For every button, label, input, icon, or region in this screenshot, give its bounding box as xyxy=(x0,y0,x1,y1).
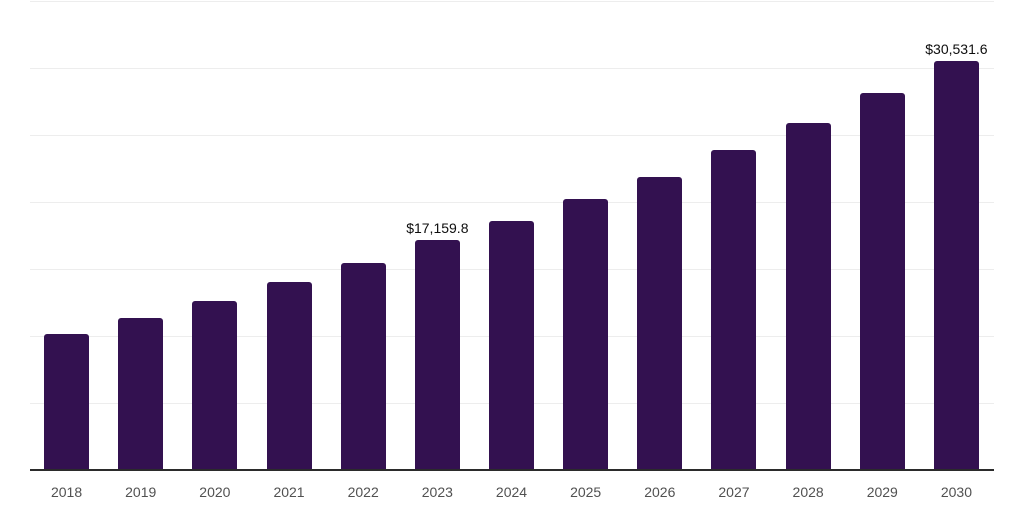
x-tick-label-2021: 2021 xyxy=(273,484,305,500)
x-axis-line xyxy=(29,469,994,471)
bar-2022 xyxy=(340,262,386,470)
bar-2027 xyxy=(711,150,757,470)
x-tick-label-2027: 2027 xyxy=(718,484,750,500)
x-tick-label-2025: 2025 xyxy=(570,484,602,500)
bar-2029 xyxy=(859,92,905,470)
gridline-30000 xyxy=(29,68,994,69)
x-tick-label-2023: 2023 xyxy=(421,484,453,500)
x-tick-label-2026: 2026 xyxy=(644,484,676,500)
x-tick-label-2018: 2018 xyxy=(50,484,83,500)
bar-2026 xyxy=(637,176,683,470)
value-label-2030: $30,531.6 xyxy=(925,40,988,57)
x-tick-label-2024: 2024 xyxy=(495,484,528,500)
x-tick-label-2022: 2022 xyxy=(347,484,379,500)
bar-2023 xyxy=(414,240,460,470)
x-tick-label-2020: 2020 xyxy=(199,484,231,500)
x-tick-label-2030: 2030 xyxy=(940,484,972,500)
bar-2020 xyxy=(192,301,238,470)
bar-2025 xyxy=(563,199,609,470)
bar-2028 xyxy=(785,122,831,470)
bar-2030 xyxy=(933,60,979,470)
x-tick-label-2029: 2029 xyxy=(866,484,898,500)
gridline-25000 xyxy=(29,135,994,136)
gridline-20000 xyxy=(29,202,994,203)
bar-2024 xyxy=(489,221,534,470)
x-tick-label-2019: 2019 xyxy=(125,484,157,500)
gridline-35000 xyxy=(29,1,994,2)
bar-2018 xyxy=(44,333,90,470)
value-label-2023: $17,159.8 xyxy=(406,220,469,237)
bar-2019 xyxy=(118,318,164,470)
bar-2021 xyxy=(266,281,312,470)
x-tick-label-2028: 2028 xyxy=(792,484,824,500)
